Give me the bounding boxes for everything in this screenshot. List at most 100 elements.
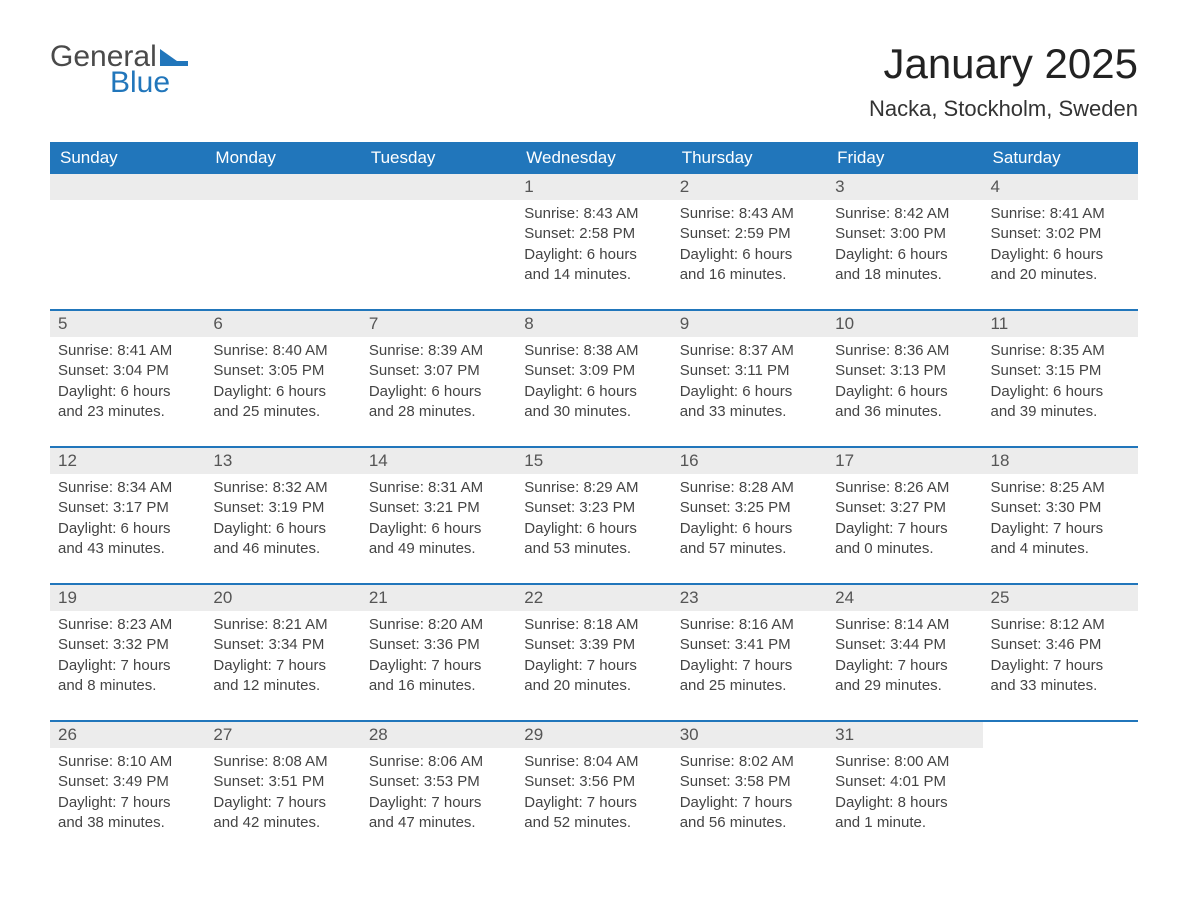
day-number: 31: [827, 722, 982, 748]
day-number: 4: [983, 174, 1138, 200]
day-cell: [361, 174, 516, 310]
day-info: Sunrise: 8:23 AMSunset: 3:32 PMDaylight:…: [50, 611, 205, 696]
calendar-row: 19Sunrise: 8:23 AMSunset: 3:32 PMDayligh…: [50, 584, 1138, 721]
sunset-text: Sunset: 3:11 PM: [680, 361, 819, 381]
sunset-text: Sunset: 3:04 PM: [58, 361, 197, 381]
daylight-text: Daylight: 6 hours and 14 minutes.: [524, 245, 663, 286]
day-info: Sunrise: 8:21 AMSunset: 3:34 PMDaylight:…: [205, 611, 360, 696]
sunrise-text: Sunrise: 8:26 AM: [835, 478, 974, 498]
sunset-text: Sunset: 3:02 PM: [991, 224, 1130, 244]
day-cell: 18 Sunrise: 8:25 AMSunset: 3:30 PMDayligh…: [983, 447, 1138, 584]
day-info: Sunrise: 8:31 AMSunset: 3:21 PMDaylight:…: [361, 474, 516, 559]
day-cell: 19Sunrise: 8:23 AMSunset: 3:32 PMDayligh…: [50, 584, 205, 721]
header: General Blue January 2025 Nacka, Stockho…: [50, 40, 1138, 122]
day-info: Sunrise: 8:04 AMSunset: 3:56 PMDaylight:…: [516, 748, 671, 833]
daylight-text: Daylight: 7 hours and 4 minutes.: [991, 519, 1130, 560]
sunset-text: Sunset: 3:27 PM: [835, 498, 974, 518]
sunrise-text: Sunrise: 8:14 AM: [835, 615, 974, 635]
day-info: Sunrise: 8:00 AMSunset: 4:01 PMDaylight:…: [827, 748, 982, 833]
logo: General Blue: [50, 40, 190, 100]
weekday-header: Sunday: [50, 142, 205, 174]
daylight-text: Daylight: 7 hours and 38 minutes.: [58, 793, 197, 834]
sunset-text: Sunset: 3:56 PM: [524, 772, 663, 792]
day-info: Sunrise: 8:10 AMSunset: 3:49 PMDaylight:…: [50, 748, 205, 833]
day-number: 26: [50, 722, 205, 748]
sunrise-text: Sunrise: 8:04 AM: [524, 752, 663, 772]
sunrise-text: Sunrise: 8:43 AM: [524, 204, 663, 224]
daylight-text: Daylight: 7 hours and 52 minutes.: [524, 793, 663, 834]
sunrise-text: Sunrise: 8:10 AM: [58, 752, 197, 772]
day-info: Sunrise: 8:02 AMSunset: 3:58 PMDaylight:…: [672, 748, 827, 833]
day-number: 14: [361, 448, 516, 474]
sunset-text: Sunset: 3:58 PM: [680, 772, 819, 792]
sunset-text: Sunset: 3:05 PM: [213, 361, 352, 381]
day-number: 5: [50, 311, 205, 337]
sunset-text: Sunset: 3:44 PM: [835, 635, 974, 655]
sunrise-text: Sunrise: 8:41 AM: [991, 204, 1130, 224]
daylight-text: Daylight: 6 hours and 30 minutes.: [524, 382, 663, 423]
sunset-text: Sunset: 3:00 PM: [835, 224, 974, 244]
day-cell: 22Sunrise: 8:18 AMSunset: 3:39 PMDayligh…: [516, 584, 671, 721]
daylight-text: Daylight: 7 hours and 42 minutes.: [213, 793, 352, 834]
calendar-table: Sunday Monday Tuesday Wednesday Thursday…: [50, 142, 1138, 857]
daylight-text: Daylight: 6 hours and 39 minutes.: [991, 382, 1130, 423]
sunrise-text: Sunrise: 8:25 AM: [991, 478, 1130, 498]
sunset-text: Sunset: 3:39 PM: [524, 635, 663, 655]
daylight-text: Daylight: 6 hours and 46 minutes.: [213, 519, 352, 560]
day-number: 9: [672, 311, 827, 337]
daylight-text: Daylight: 7 hours and 29 minutes.: [835, 656, 974, 697]
day-info: Sunrise: 8:18 AMSunset: 3:39 PMDaylight:…: [516, 611, 671, 696]
sunrise-text: Sunrise: 8:02 AM: [680, 752, 819, 772]
day-number: 18: [983, 448, 1138, 474]
day-cell: 17Sunrise: 8:26 AMSunset: 3:27 PMDayligh…: [827, 447, 982, 584]
location: Nacka, Stockholm, Sweden: [869, 96, 1138, 122]
day-number: 16: [672, 448, 827, 474]
day-info: Sunrise: 8:12 AMSunset: 3:46 PMDaylight:…: [983, 611, 1138, 696]
day-info: Sunrise: 8:41 AMSunset: 3:04 PMDaylight:…: [50, 337, 205, 422]
daylight-text: Daylight: 7 hours and 8 minutes.: [58, 656, 197, 697]
weekday-header: Thursday: [672, 142, 827, 174]
day-info: Sunrise: 8:40 AMSunset: 3:05 PMDaylight:…: [205, 337, 360, 422]
daylight-text: Daylight: 6 hours and 49 minutes.: [369, 519, 508, 560]
daylight-text: Daylight: 7 hours and 33 minutes.: [991, 656, 1130, 697]
calendar-row: 26Sunrise: 8:10 AMSunset: 3:49 PMDayligh…: [50, 721, 1138, 857]
day-number: 29: [516, 722, 671, 748]
day-info: Sunrise: 8:43 AMSunset: 2:59 PMDaylight:…: [672, 200, 827, 285]
daylight-text: Daylight: 6 hours and 53 minutes.: [524, 519, 663, 560]
daylight-text: Daylight: 6 hours and 18 minutes.: [835, 245, 974, 286]
daylight-text: Daylight: 6 hours and 25 minutes.: [213, 382, 352, 423]
sunset-text: Sunset: 3:30 PM: [991, 498, 1130, 518]
day-info: Sunrise: 8:35 AMSunset: 3:15 PMDaylight:…: [983, 337, 1138, 422]
day-cell: 2Sunrise: 8:43 AMSunset: 2:59 PMDaylight…: [672, 174, 827, 310]
sunset-text: Sunset: 3:23 PM: [524, 498, 663, 518]
day-cell: 13Sunrise: 8:32 AMSunset: 3:19 PMDayligh…: [205, 447, 360, 584]
day-number: 11: [983, 311, 1138, 337]
day-cell: 20Sunrise: 8:21 AMSunset: 3:34 PMDayligh…: [205, 584, 360, 721]
daylight-text: Daylight: 8 hours and 1 minute.: [835, 793, 974, 834]
sunset-text: Sunset: 3:51 PM: [213, 772, 352, 792]
day-cell: 29Sunrise: 8:04 AMSunset: 3:56 PMDayligh…: [516, 721, 671, 857]
daylight-text: Daylight: 6 hours and 57 minutes.: [680, 519, 819, 560]
day-cell: 3Sunrise: 8:42 AMSunset: 3:00 PMDaylight…: [827, 174, 982, 310]
sunset-text: Sunset: 3:36 PM: [369, 635, 508, 655]
sunset-text: Sunset: 3:19 PM: [213, 498, 352, 518]
sunrise-text: Sunrise: 8:20 AM: [369, 615, 508, 635]
day-cell: 25Sunrise: 8:12 AMSunset: 3:46 PMDayligh…: [983, 584, 1138, 721]
calendar-row: 1Sunrise: 8:43 AMSunset: 2:58 PMDaylight…: [50, 174, 1138, 310]
daylight-text: Daylight: 6 hours and 23 minutes.: [58, 382, 197, 423]
sunrise-text: Sunrise: 8:12 AM: [991, 615, 1130, 635]
day-info: Sunrise: 8:39 AMSunset: 3:07 PMDaylight:…: [361, 337, 516, 422]
day-info: Sunrise: 8:20 AMSunset: 3:36 PMDaylight:…: [361, 611, 516, 696]
day-info: Sunrise: 8:26 AMSunset: 3:27 PMDaylight:…: [827, 474, 982, 559]
sunrise-text: Sunrise: 8:35 AM: [991, 341, 1130, 361]
daylight-text: Daylight: 7 hours and 25 minutes.: [680, 656, 819, 697]
day-cell: 27Sunrise: 8:08 AMSunset: 3:51 PMDayligh…: [205, 721, 360, 857]
day-info: Sunrise: 8:08 AMSunset: 3:51 PMDaylight:…: [205, 748, 360, 833]
sunset-text: Sunset: 3:17 PM: [58, 498, 197, 518]
day-cell: [50, 174, 205, 310]
day-number: 12: [50, 448, 205, 474]
day-number: 15: [516, 448, 671, 474]
day-cell: 7Sunrise: 8:39 AMSunset: 3:07 PMDaylight…: [361, 310, 516, 447]
day-info: Sunrise: 8:34 AMSunset: 3:17 PMDaylight:…: [50, 474, 205, 559]
sunset-text: Sunset: 3:46 PM: [991, 635, 1130, 655]
